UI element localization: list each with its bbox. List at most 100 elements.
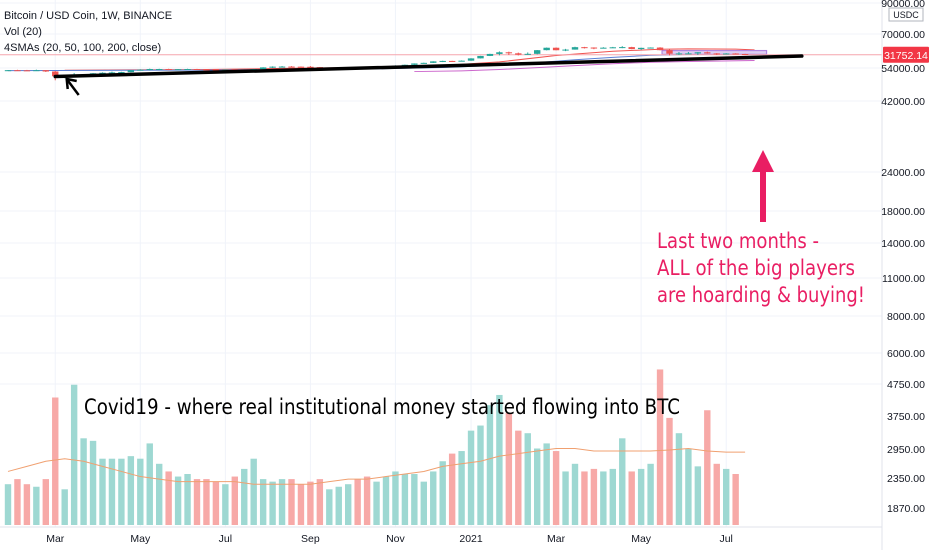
price-tick-label: 42000.00: [881, 96, 925, 108]
volume-legend[interactable]: Vol (20): [4, 26, 42, 38]
volume-bar: [307, 481, 314, 525]
price-tick-label: 90000.00: [881, 0, 925, 10]
candle-body: [4, 70, 12, 72]
volume-bar: [685, 448, 692, 525]
volume-bar: [99, 458, 106, 525]
candle-body: [694, 52, 702, 54]
candle-body: [732, 53, 739, 55]
price-tick-label: 70000.00: [881, 29, 925, 41]
volume-tick-label: 1870.00: [887, 503, 925, 515]
volume-bar: [156, 463, 163, 525]
volume-tick-label: 3750.00: [887, 411, 925, 423]
sma-100-line: [414, 59, 755, 73]
candle-body: [704, 52, 711, 54]
candle-body: [430, 61, 437, 63]
candle-body: [420, 62, 427, 64]
volume-bar: [382, 476, 390, 525]
candle-body: [543, 47, 550, 51]
volume-bar: [146, 443, 153, 525]
volume-bar: [363, 476, 371, 525]
candle-body: [269, 66, 276, 68]
volume-bar: [656, 369, 664, 525]
volume-bar: [127, 456, 135, 525]
volume-bar: [600, 471, 607, 525]
candle-body: [411, 63, 418, 65]
volume-bar: [80, 438, 87, 525]
grid: [0, 0, 882, 527]
volume-bar: [184, 474, 191, 525]
volume-bar: [609, 468, 616, 525]
volume-bar: [590, 468, 598, 525]
candle-body: [448, 60, 456, 62]
volume-bar: [316, 479, 324, 525]
time-tick-label: May: [631, 533, 652, 545]
current-price-badge: [883, 46, 929, 63]
time-tick-label: Jul: [219, 533, 232, 545]
volume-bar: [675, 433, 683, 525]
volume-bar: [420, 481, 427, 525]
candle-body: [590, 47, 598, 49]
volume-bar: [581, 471, 588, 525]
price-axis: 90000.00 70000.00 54000.00 42000.00 24000.00…: [881, 0, 925, 550]
volume-bar: [203, 479, 210, 525]
symbol-title[interactable]: Bitcoin / USD Coin, 1W, BINANCE: [4, 10, 173, 22]
volume-bar: [231, 476, 238, 525]
candle-body: [647, 47, 654, 49]
candle-body: [288, 66, 295, 68]
volume-bar: [193, 479, 201, 525]
candle-body: [118, 72, 125, 74]
volume-bar: [723, 468, 730, 525]
time-tick-label: Sep: [301, 533, 320, 545]
volume-bar: [496, 394, 503, 525]
price-tick-label: 11000.00: [882, 273, 925, 285]
volume-bar: [241, 468, 248, 525]
candle-body: [486, 53, 494, 56]
hoard-annotation-line: Last two months -: [657, 229, 819, 253]
candle-body: [685, 53, 692, 55]
hoard-annotation-line: are hoarding & buying!: [657, 283, 865, 307]
candle-body: [534, 50, 541, 54]
candle-body: [552, 47, 560, 51]
candle-body: [515, 53, 522, 55]
candle-body: [212, 69, 220, 71]
price-tick-label: 14000.00: [881, 238, 925, 250]
volume-bar: [250, 458, 257, 525]
candle-body: [23, 70, 31, 72]
volume-bar: [467, 430, 475, 525]
quote-unit-label: USDC: [893, 10, 919, 20]
hoard-arrow-shaft: [760, 170, 766, 222]
volume-bar: [666, 417, 673, 525]
candle-body: [524, 53, 531, 55]
volume-bar: [33, 486, 40, 525]
volume-bar: [23, 484, 31, 525]
volume-bar: [430, 471, 437, 525]
volume-bar: [278, 479, 286, 525]
candle-body: [222, 69, 229, 71]
candle-body: [741, 54, 749, 56]
volume-bar: [108, 458, 116, 525]
candle-body: [505, 52, 513, 54]
volume-bar: [619, 438, 626, 525]
price-tick-label: 18000.00: [881, 206, 925, 218]
candle-body: [165, 69, 172, 71]
volume-bar: [458, 451, 465, 525]
volume-bar: [345, 484, 352, 525]
candle-body: [675, 53, 683, 55]
volume-bar: [259, 479, 267, 525]
candle-body: [108, 72, 116, 74]
covid-arrow-head: [65, 77, 77, 90]
candle-body: [581, 47, 588, 49]
volume-bar: [628, 471, 635, 525]
sma-legend[interactable]: 4SMAs (20, 50, 100, 200, close): [4, 42, 162, 54]
volume-bar: [297, 484, 305, 525]
volume-bar: [439, 461, 446, 525]
candle-body: [439, 60, 446, 62]
time-tick-label: May: [130, 533, 151, 545]
volume-bar: [448, 453, 456, 525]
volume-bar: [14, 479, 21, 525]
candle-body: [146, 69, 153, 71]
covid-annotation: Covid19 - where real institutional money…: [84, 395, 680, 419]
price-tick-label: 6000.00: [887, 348, 925, 360]
